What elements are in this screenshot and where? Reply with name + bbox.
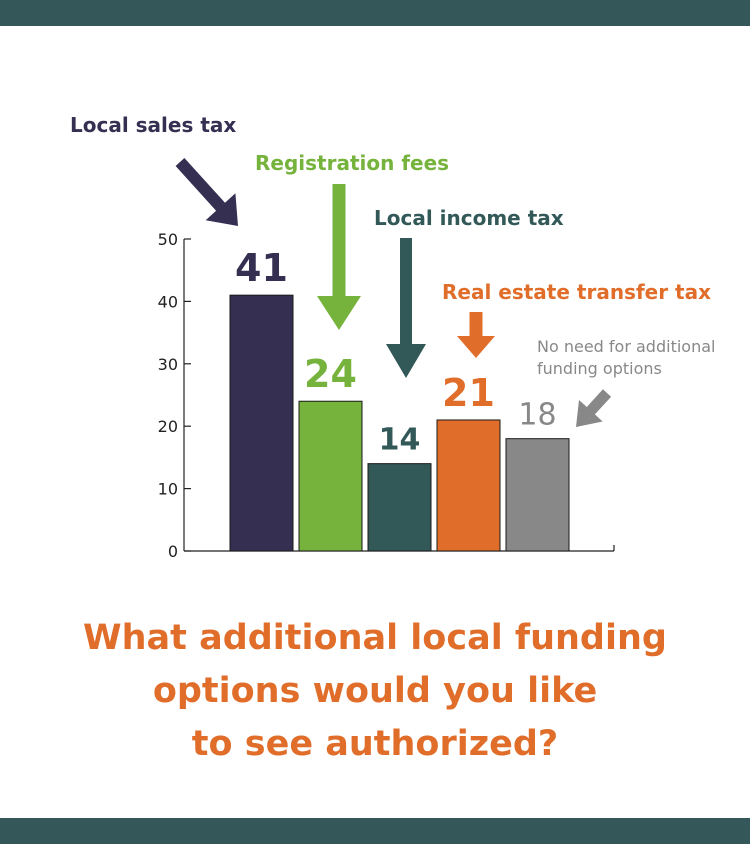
annotation-line: funding options (537, 359, 662, 378)
data-label: 14 (379, 423, 421, 458)
annotation-line: No need for additional (537, 337, 715, 356)
arrow-down-left-icon (576, 389, 612, 427)
bars (229, 294, 570, 552)
y-tick-label: 50 (158, 230, 178, 249)
annotation-label: Real estate transfer tax (442, 280, 711, 304)
headline-line-3: to see authorized? (191, 724, 559, 764)
data-label: 24 (304, 352, 357, 396)
annotation-label: Local income tax (374, 206, 564, 230)
data-label: 18 (518, 398, 556, 433)
bar (436, 419, 501, 552)
bar (367, 463, 432, 552)
y-tick-label: 20 (158, 417, 178, 436)
annotation-label: Registration fees (255, 151, 449, 175)
annotation-arrows (175, 158, 612, 427)
bar-chart: 0 10 20 30 40 50 41 24 14 21 18 Local sales tax Re… (70, 113, 715, 561)
y-tick-label: 30 (158, 355, 178, 374)
annotation-label: Local sales tax (70, 113, 236, 137)
data-label: 41 (235, 246, 288, 290)
arrow-down-icon (457, 312, 495, 358)
headline: What additional local funding options wo… (0, 612, 750, 771)
bar (229, 294, 294, 552)
bottom-band (0, 818, 750, 844)
y-tick-label: 10 (158, 480, 178, 499)
y-tick-label: 0 (168, 542, 178, 561)
data-label: 21 (442, 371, 495, 415)
annotation-label: No need for additional funding options (537, 337, 715, 378)
headline-line-2: options would you like (152, 671, 598, 711)
data-labels: 41 24 14 21 18 (235, 246, 557, 457)
bar (505, 438, 570, 552)
arrow-down-right-icon (175, 158, 238, 226)
y-tick-label: 40 (158, 292, 178, 311)
bar (298, 400, 363, 552)
arrow-down-icon (386, 238, 426, 378)
top-band (0, 0, 750, 26)
headline-line-1: What additional local funding (83, 618, 667, 658)
annotations: Local sales tax Registration fees Local in… (70, 113, 715, 378)
arrow-down-icon (317, 184, 361, 330)
